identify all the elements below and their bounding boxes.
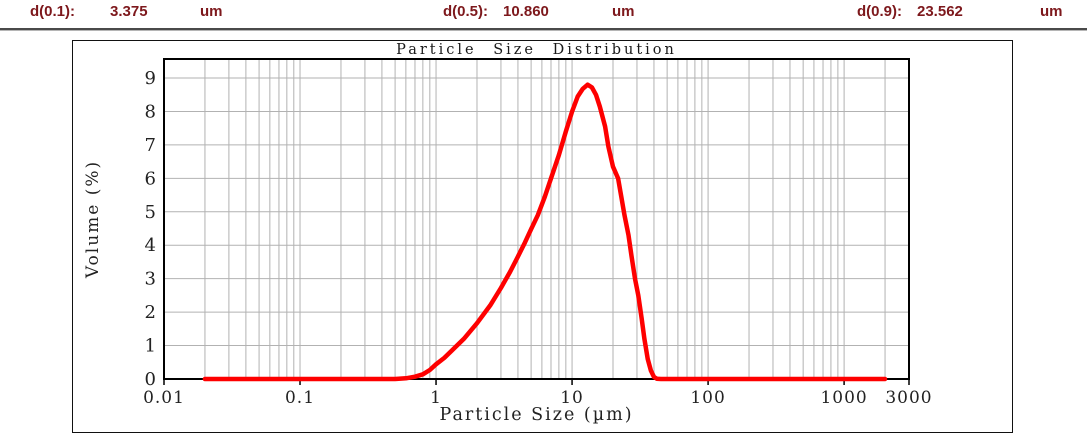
d10-value: 3.375 (110, 3, 148, 20)
tick-labels: 0.01 0.1 1 10 100 1000 3000 0 1 2 3 4 5 6 7 8 9 (143, 68, 932, 408)
svg-text:1000: 1000 (820, 388, 867, 408)
svg-text:0: 0 (145, 369, 156, 390)
svg-text:6: 6 (145, 168, 156, 189)
x-axis-label: Particle Size (µm) (439, 405, 634, 425)
d10-unit: um (200, 3, 223, 20)
chart-title: Particle Size Distribution (396, 42, 677, 58)
d50-unit: um (612, 3, 635, 20)
d90-label: d(0.9): (857, 3, 902, 20)
svg-text:1: 1 (430, 388, 442, 408)
gridlines (164, 59, 909, 379)
svg-text:0.1: 0.1 (285, 388, 315, 408)
svg-text:5: 5 (145, 202, 156, 223)
svg-text:3: 3 (145, 269, 156, 290)
svg-text:8: 8 (145, 101, 156, 122)
percentile-header: d(0.1): 3.375 um d(0.5): 10.860 um d(0.9… (0, 3, 1087, 25)
d90-unit: um (1040, 3, 1063, 20)
svg-text:3000: 3000 (885, 388, 932, 408)
chart-outer-box: Particle Size Distribution Volume (%) Pa… (72, 40, 1013, 433)
svg-text:100: 100 (690, 388, 725, 408)
d90-value: 23.562 (917, 3, 963, 20)
svg-text:0.01: 0.01 (143, 388, 185, 408)
d50-label: d(0.5): (443, 3, 488, 20)
plot-border (163, 58, 910, 380)
svg-text:4: 4 (145, 235, 156, 256)
svg-text:1: 1 (145, 336, 156, 357)
header-divider (0, 28, 1087, 31)
d50-value: 10.860 (503, 3, 549, 20)
particle-size-plot: 0.01 0.1 1 10 100 1000 3000 0 1 2 3 4 5 6 7 8 9 (143, 58, 932, 408)
svg-text:10: 10 (560, 388, 584, 408)
svg-text:2: 2 (145, 302, 156, 323)
volume-distribution-curve (202, 82, 888, 382)
d10-label: d(0.1): (30, 3, 75, 20)
svg-text:7: 7 (145, 135, 156, 156)
svg-text:9: 9 (145, 68, 156, 89)
